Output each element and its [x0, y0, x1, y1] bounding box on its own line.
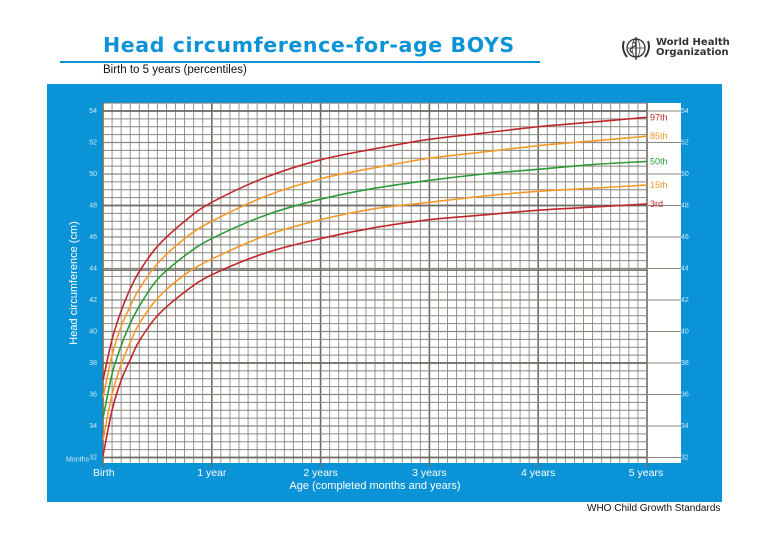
who-emblem-icon [622, 37, 650, 60]
x-tick-label: 4 years [521, 467, 555, 479]
chart-panel: 32 32 34 34 36 36 38 38 40 40 42 42 44 44 46 46 48 48 50 50… [47, 84, 722, 502]
y-tick-right: 52 [681, 140, 689, 147]
page-subtitle: Birth to 5 years (percentiles) [103, 64, 247, 76]
y-tick-right: 54 [681, 108, 689, 115]
y-tick-right: 46 [681, 234, 689, 241]
y-tick-right: 42 [681, 297, 689, 304]
curve-3rd [102, 203, 648, 457]
growth-chart: 32 32 34 34 36 36 38 38 40 40 42 42 44 44 46 46 48 48 50 50… [66, 102, 689, 492]
x-tick-label: Birth [93, 467, 115, 479]
y-tick-left: 38 [89, 360, 97, 367]
y-tick-right: 48 [681, 203, 689, 210]
y-axis-label: Head circumference (cm) [68, 221, 80, 344]
curve-85th [102, 135, 648, 398]
y-tick-left: 42 [89, 297, 97, 304]
y-tick-left: 44 [89, 266, 97, 273]
x-axis-label: Age (completed months and years) [289, 480, 460, 492]
x-tick-label: 1 year [197, 467, 227, 479]
y-tick-left: 54 [89, 108, 97, 115]
curve-15th [102, 184, 648, 441]
percentile-label-50th: 50th [650, 156, 668, 166]
curve-50th [102, 160, 648, 419]
who-logo: World Health Organization [620, 33, 730, 63]
x-tick-label: 3 years [412, 467, 446, 479]
y-tick-right: 32 [681, 455, 689, 462]
y-tick-left: 46 [89, 234, 97, 241]
y-tick-left: 52 [89, 140, 97, 147]
y-tick-right: 50 [681, 171, 689, 178]
x-tick-label: 5 years [629, 467, 663, 479]
months-label: Months [66, 457, 89, 464]
percentile-label-97th: 97th [650, 112, 668, 122]
y-tick-left: 32 [89, 455, 97, 462]
y-tick-left: 40 [89, 329, 97, 336]
curve-97th [102, 116, 648, 381]
y-tick-left: 50 [89, 171, 97, 178]
y-tick-right: 34 [681, 423, 689, 430]
x-tick-label: 2 years [303, 467, 337, 479]
page-title: Head circumference-for-age BOYS [103, 33, 515, 57]
percentile-label-3rd: 3rd [650, 199, 663, 209]
plot-area [103, 103, 681, 463]
footer-credit: WHO Child Growth Standards [587, 503, 721, 514]
title-underline [60, 61, 540, 63]
y-tick-right: 44 [681, 266, 689, 273]
logo-line-1: World Health [656, 37, 730, 48]
y-tick-right: 38 [681, 360, 689, 367]
percentile-label-15th: 15th [650, 180, 668, 190]
logo-line-2: Organization [656, 47, 729, 58]
y-tick-left: 34 [89, 423, 97, 430]
percentile-label-85th: 85th [650, 131, 668, 141]
y-tick-left: 48 [89, 203, 97, 210]
y-tick-right: 40 [681, 329, 689, 336]
y-tick-left: 36 [89, 392, 97, 399]
y-tick-right: 36 [681, 392, 689, 399]
